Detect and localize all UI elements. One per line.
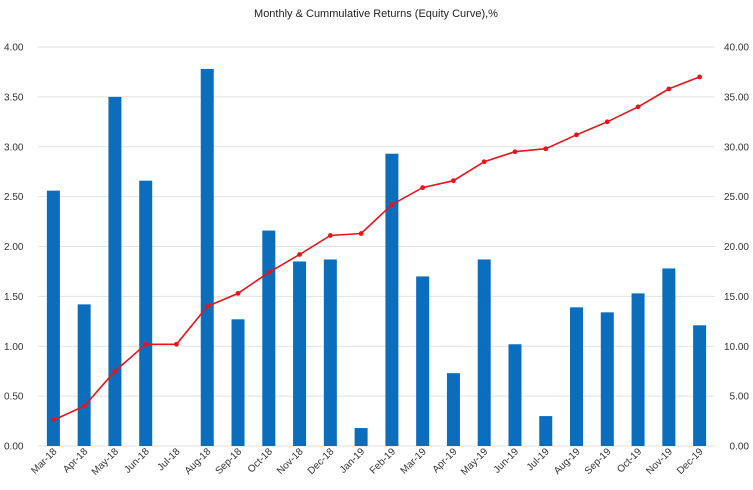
line-point [666, 86, 672, 92]
x-tick-label: Apr-18 [61, 446, 90, 475]
line-point [481, 159, 487, 165]
right-tick-label: 0.00 [730, 442, 750, 453]
x-tick-label: Sep-18 [214, 446, 245, 477]
bar [539, 416, 553, 446]
line-point [204, 303, 210, 309]
x-tick-label: Jan-19 [338, 446, 368, 476]
bar [570, 307, 584, 446]
x-tick-label: Mar-18 [29, 446, 59, 476]
right-tick-label: 25.00 [724, 192, 749, 203]
left-axis-ticks: 0.00 0.50 1.00 1.50 2.00 2.50 3.00 3.50 4.00 [4, 43, 24, 453]
left-tick-label: 0.50 [4, 392, 24, 403]
bar [108, 96, 122, 446]
bar [446, 373, 460, 446]
line-point [389, 202, 395, 208]
bar [46, 190, 60, 446]
left-tick-label: 2.00 [4, 242, 24, 253]
bar [477, 259, 491, 446]
line-point [266, 270, 272, 275]
bar [631, 293, 645, 446]
line-point [81, 403, 87, 409]
bar [385, 153, 399, 447]
left-tick-label: 2.50 [4, 192, 24, 203]
monthly-return-bars [46, 68, 707, 447]
bar [200, 68, 214, 446]
left-tick-label: 3.00 [4, 142, 24, 153]
line-point [697, 74, 703, 80]
x-tick-label: Oct-18 [246, 446, 275, 475]
x-tick-label: Nov-19 [644, 446, 675, 477]
x-tick-label: Nov-18 [275, 446, 306, 477]
left-tick-label: 1.50 [4, 292, 24, 303]
bar [323, 259, 337, 446]
x-tick-label: Jul-18 [156, 446, 183, 473]
line-point [174, 341, 179, 347]
series-line [53, 76, 700, 421]
x-tick-label: Dec-19 [675, 446, 706, 477]
x-tick-label: Aug-18 [183, 446, 214, 477]
right-tick-label: 15.00 [724, 292, 749, 303]
x-tick-label: Oct-19 [615, 446, 644, 475]
line-point [143, 341, 149, 347]
x-tick-label: May-19 [459, 446, 491, 478]
x-tick-label: Apr-19 [431, 446, 460, 475]
right-tick-label: 35.00 [724, 92, 749, 103]
line-point [327, 233, 333, 238]
chart-title: Monthly & Cummulative Returns (Equity Cu… [254, 8, 498, 20]
bar [600, 312, 614, 446]
x-tick-label: Jul-19 [525, 446, 552, 473]
line-point [297, 252, 302, 257]
bar [508, 344, 522, 446]
bar [693, 325, 707, 446]
line-point [420, 185, 426, 191]
bar [662, 268, 676, 446]
bar [293, 261, 307, 446]
line-point [50, 417, 56, 423]
bar [416, 276, 430, 446]
line-point [112, 368, 118, 374]
x-tick-label: Jun-18 [122, 446, 152, 476]
x-tick-label: Sep-19 [583, 446, 614, 477]
right-tick-label: 40.00 [724, 43, 749, 54]
right-tick-label: 5.00 [730, 392, 750, 403]
bar [262, 230, 276, 446]
right-tick-label: 30.00 [724, 142, 749, 153]
x-tick-label: Feb-19 [368, 446, 398, 476]
line-point [543, 146, 549, 152]
line-point [574, 132, 579, 138]
line-point [512, 149, 518, 155]
left-tick-label: 4.00 [4, 43, 24, 54]
bar [139, 180, 153, 447]
cumulative-return-line [50, 74, 703, 423]
bar [77, 304, 91, 446]
left-tick-label: 1.00 [4, 342, 24, 353]
bar [354, 428, 368, 446]
right-axis-ticks: 0.00 5.00 10.00 15.00 20.00 25.00 30.00 35.00 40… [724, 43, 749, 453]
right-tick-label: 20.00 [724, 242, 749, 253]
bar [231, 319, 245, 446]
line-point [358, 231, 364, 236]
right-tick-label: 10.00 [724, 342, 749, 353]
x-tick-label: May-18 [90, 446, 122, 478]
left-tick-label: 3.50 [4, 92, 24, 103]
line-point [451, 178, 456, 184]
x-axis-ticks: Mar-18 Apr-18 May-18 Jun-18 Jul-18 Aug-18 Sep-… [29, 446, 706, 478]
line-point [635, 104, 641, 110]
x-tick-label: Mar-19 [399, 446, 429, 476]
x-tick-label: Dec-18 [306, 446, 337, 477]
left-tick-label: 0.00 [4, 442, 24, 453]
line-point [235, 290, 241, 296]
x-tick-label: Aug-19 [552, 446, 583, 477]
line-point [604, 119, 610, 125]
x-tick-label: Jun-19 [492, 446, 522, 476]
